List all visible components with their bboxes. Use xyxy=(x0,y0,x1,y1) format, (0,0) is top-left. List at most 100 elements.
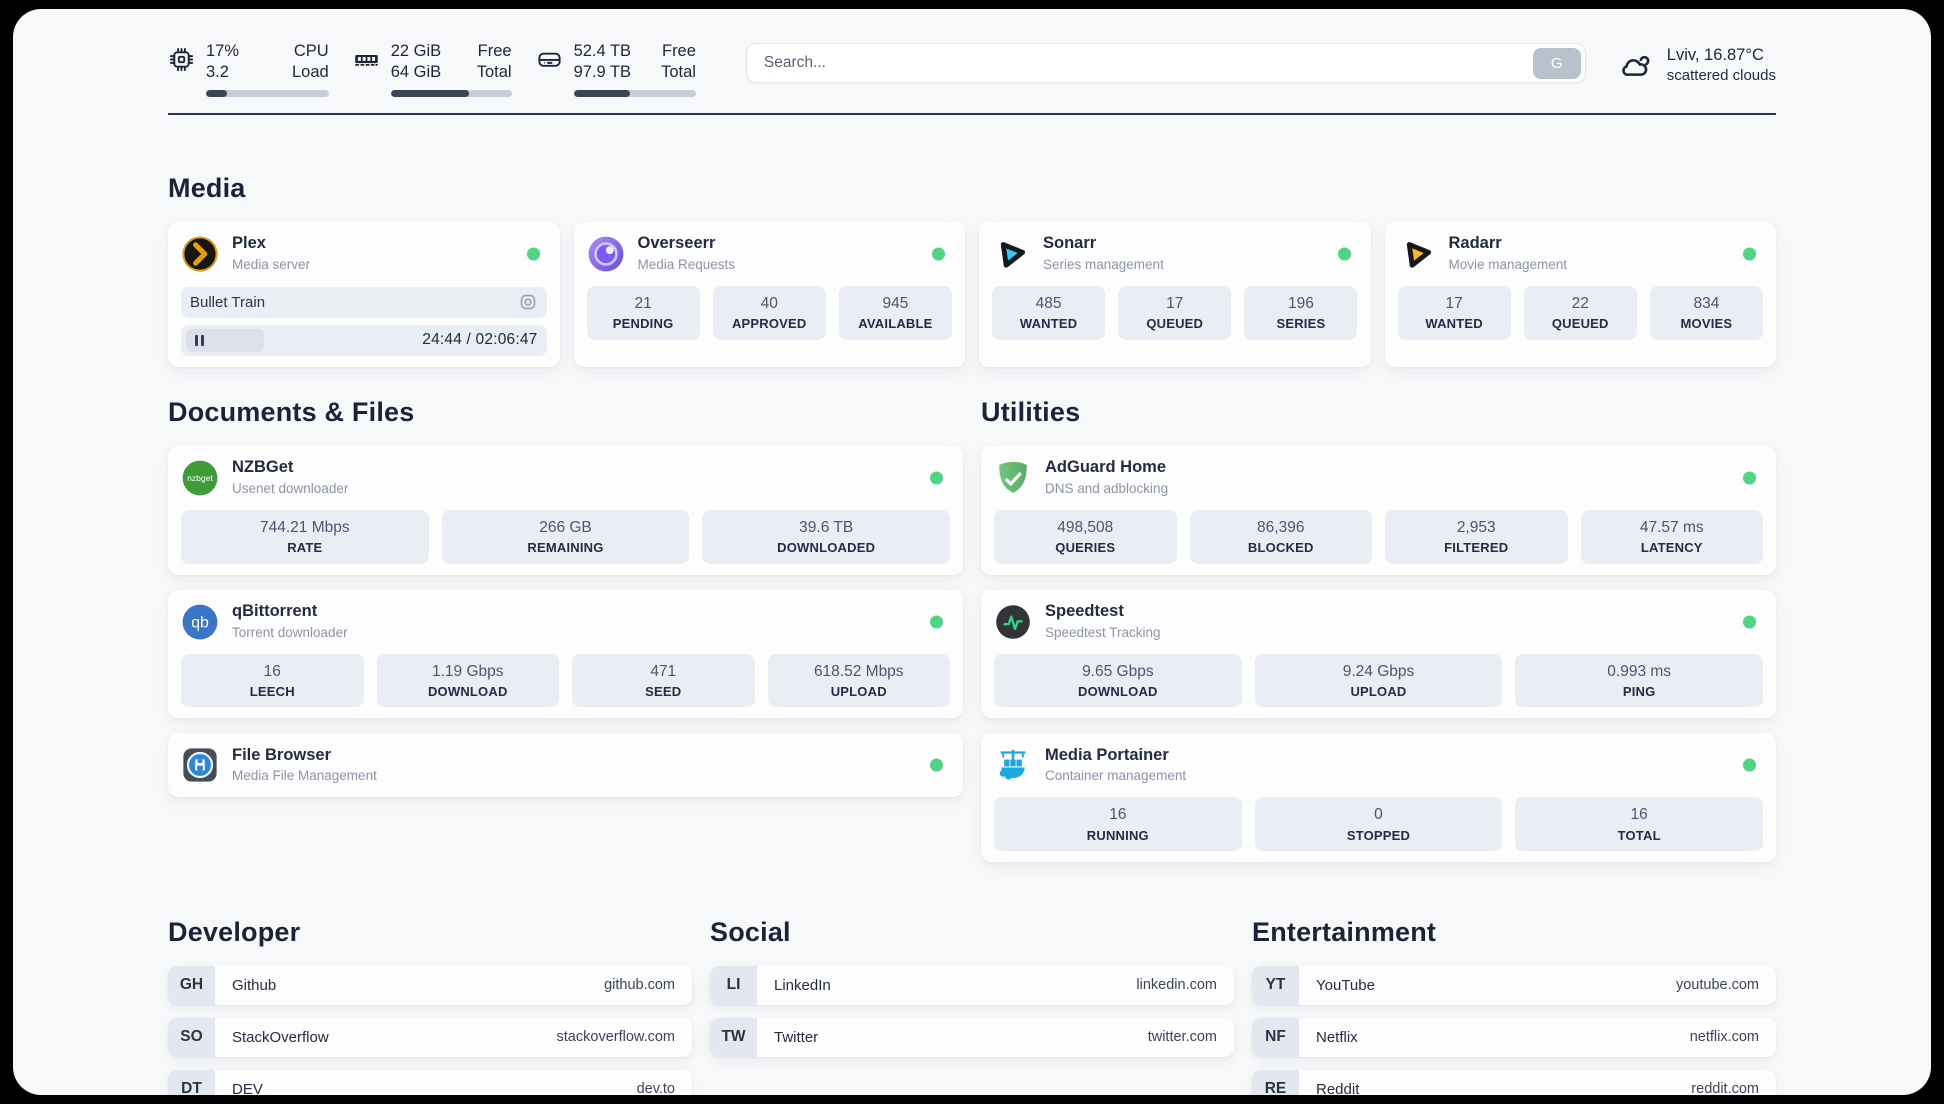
disk-progress-fill xyxy=(573,89,630,97)
player-controls-row: 24:44 / 02:06:47 xyxy=(181,324,547,356)
radarr-icon xyxy=(1398,235,1436,273)
status-online-dot xyxy=(1743,758,1756,772)
playback-time: 24:44 / 02:06:47 xyxy=(422,331,538,349)
bookmark-url: reddit.com xyxy=(1691,1081,1759,1095)
stat-value: 1.19 Gbps xyxy=(431,662,504,680)
stat-label: DOWNLOADED xyxy=(777,540,876,556)
filebrowser-icon xyxy=(181,746,219,784)
stat-value: 47.57 ms xyxy=(1639,518,1704,536)
stat-label: QUEUED xyxy=(1146,316,1204,332)
pause-button[interactable] xyxy=(186,328,264,352)
app-card-filebrowser[interactable]: File Browser Media File Management xyxy=(168,733,963,798)
app-card-sonarr[interactable]: Sonarr Series management 485 WANTED 17 Q… xyxy=(979,221,1371,367)
status-online-dot xyxy=(1743,471,1756,485)
app-subtitle: Container management xyxy=(1045,768,1187,784)
stat-label: WANTED xyxy=(1425,316,1483,332)
top-bar-divider xyxy=(168,112,1776,115)
bookmark-row-stackoverflow[interactable]: SO StackOverflow stackoverflow.com xyxy=(168,1017,692,1057)
stat-box: 17 WANTED xyxy=(1397,285,1511,340)
bookmark-url: github.com xyxy=(604,977,675,994)
ram-label-top: Free xyxy=(477,42,512,60)
now-playing-row: Bullet Train xyxy=(181,286,547,318)
video-source-button[interactable] xyxy=(518,292,538,312)
app-name: AdGuard Home xyxy=(1045,458,1167,477)
app-card-adguard[interactable]: AdGuard Home DNS and adblocking 498,508 … xyxy=(981,445,1776,575)
app-card-overseerr[interactable]: Overseerr Media Requests 21 PENDING 40 A… xyxy=(573,221,965,367)
svg-text:nzbget: nzbget xyxy=(187,473,213,483)
disk-label-top: Free xyxy=(661,42,696,60)
app-card-radarr[interactable]: Radarr Movie management 17 WANTED 22 QUE… xyxy=(1384,221,1776,367)
stat-box: 196 SERIES xyxy=(1244,285,1358,340)
app-card-speedtest[interactable]: Speedtest Speedtest Tracking 9.65 Gbps D… xyxy=(981,589,1776,719)
bookmark-name: Twitter xyxy=(774,1028,819,1046)
status-online-dot xyxy=(930,758,943,772)
qbittorrent-icon: qb xyxy=(181,603,219,641)
stat-box: 266 GB REMAINING xyxy=(441,509,690,564)
entertainment-section-title: Entertainment xyxy=(1252,916,1437,947)
stat-value: 485 xyxy=(1035,294,1062,312)
stat-label: UPLOAD xyxy=(1350,683,1407,699)
ram-label-bottom: Total xyxy=(476,63,512,82)
status-online-dot xyxy=(930,471,943,485)
app-name: Radarr xyxy=(1448,234,1502,253)
developer-section-title: Developer xyxy=(168,916,301,947)
stat-label: PING xyxy=(1622,683,1656,699)
stat-value: 9.24 Gbps xyxy=(1342,662,1415,680)
cpu-label-top: CPU xyxy=(293,42,329,60)
bookmark-row-linkedin[interactable]: LI LinkedIn linkedin.com xyxy=(710,965,1234,1005)
bookmark-abbr: GH xyxy=(168,965,215,1005)
stat-value: 945 xyxy=(882,294,909,312)
bookmark-name: StackOverflow xyxy=(232,1028,329,1046)
bookmark-name: DEV xyxy=(232,1080,263,1095)
search-go-button[interactable]: G xyxy=(1532,47,1581,79)
bookmark-row-github[interactable]: GH Github github.com xyxy=(168,965,692,1005)
stat-label: REMAINING xyxy=(527,540,604,556)
app-card-qbittorrent[interactable]: qb qBittorrent Torrent downloader 16 LEE… xyxy=(168,589,963,719)
app-card-plex[interactable]: Plex Media server Bullet Train xyxy=(168,221,560,367)
weather-widget: Lviv, 16.87°C scattered clouds xyxy=(1618,45,1776,86)
search-bar: G xyxy=(745,43,1586,83)
stat-label: QUERIES xyxy=(1055,540,1116,556)
app-subtitle: Movie management xyxy=(1448,257,1568,273)
bookmark-row-reddit[interactable]: RE Reddit reddit.com xyxy=(1252,1069,1776,1095)
stat-box: 471 SEED xyxy=(572,653,755,708)
stat-box: 744.21 Mbps RATE xyxy=(181,509,429,564)
bookmark-row-dev[interactable]: DT DEV dev.to xyxy=(168,1069,692,1095)
weather-condition: scattered clouds xyxy=(1666,67,1776,85)
ram-free-value: 22 GiB xyxy=(390,42,442,60)
scattered-clouds-icon xyxy=(1618,47,1654,83)
stat-box: 618.52 Mbps UPLOAD xyxy=(767,653,950,708)
bookmark-url: dev.to xyxy=(636,1081,675,1095)
bookmark-row-twitter[interactable]: TW Twitter twitter.com xyxy=(710,1017,1234,1057)
stat-label: STOPPED xyxy=(1346,827,1411,843)
stat-box: 16 TOTAL xyxy=(1515,797,1763,851)
bookmark-row-youtube[interactable]: YT YouTube youtube.com xyxy=(1252,965,1776,1005)
stat-box: 16 LEECH xyxy=(181,653,364,708)
stat-box: 9.65 Gbps DOWNLOAD xyxy=(994,653,1242,708)
stat-label: SEED xyxy=(645,683,682,699)
app-name: Sonarr xyxy=(1043,234,1097,253)
cpu-icon xyxy=(168,46,195,73)
cpu-load-value: 3.2 xyxy=(206,63,229,82)
stat-box: 22 QUEUED xyxy=(1523,285,1637,340)
bookmark-name: Reddit xyxy=(1316,1080,1360,1095)
stat-value: 39.6 TB xyxy=(799,518,854,536)
stat-label: MOVIES xyxy=(1680,316,1733,332)
stat-value: 17 xyxy=(1445,294,1463,312)
app-card-nzbget[interactable]: nzbget NZBGet Usenet downloader 744.21 M… xyxy=(168,445,963,575)
app-subtitle: Media File Management xyxy=(232,768,377,784)
search-input[interactable] xyxy=(761,53,1533,73)
ram-total-value: 64 GiB xyxy=(390,63,442,82)
disk-progress-bar xyxy=(573,89,696,97)
stat-value: 9.65 Gbps xyxy=(1082,662,1154,680)
dashboard-page: 17% 3.2 CPU Load xyxy=(13,9,1931,1095)
stat-value: 834 xyxy=(1693,294,1720,312)
app-card-portainer[interactable]: Media Portainer Container management 16 … xyxy=(981,733,1776,862)
stat-value: 16 xyxy=(1630,806,1648,824)
bookmark-abbr: TW xyxy=(710,1017,757,1057)
cpu-usage-value: 17% xyxy=(206,42,240,60)
nzbget-icon: nzbget xyxy=(181,459,219,497)
bookmark-row-netflix[interactable]: NF Netflix netflix.com xyxy=(1252,1017,1776,1057)
stat-label: UPLOAD xyxy=(830,683,887,699)
status-online-dot xyxy=(930,615,943,628)
